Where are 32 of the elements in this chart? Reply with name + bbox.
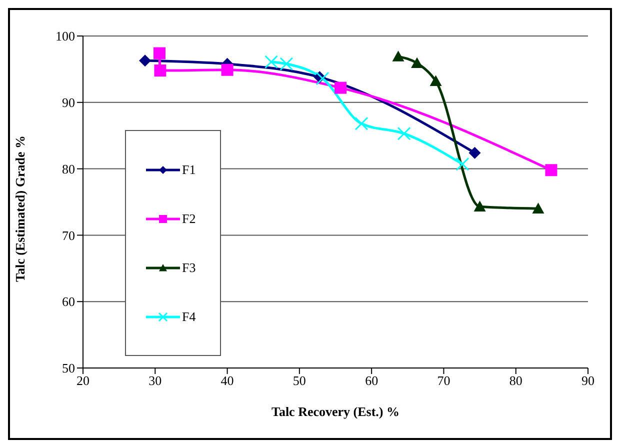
point <box>545 164 558 176</box>
y-tick-label: 50 <box>62 360 75 376</box>
y-tick-label: 80 <box>62 161 75 176</box>
x-tick-label: 60 <box>365 373 378 388</box>
x-tick-label: 30 <box>148 373 162 388</box>
point <box>474 200 486 212</box>
point <box>334 82 347 94</box>
y-tick-label: 70 <box>62 228 75 243</box>
point <box>430 75 442 86</box>
legend-label: F1 <box>182 162 196 178</box>
point <box>221 64 234 76</box>
point <box>154 64 166 77</box>
legend-label: F3 <box>182 260 196 276</box>
y-tick-label: 100 <box>56 28 75 44</box>
point <box>468 146 481 159</box>
point <box>411 57 424 68</box>
x-tick-label: 20 <box>76 373 90 388</box>
x-tick-label: 70 <box>437 373 450 388</box>
point <box>139 54 152 67</box>
legend-label: F2 <box>182 210 196 226</box>
x-tick-label: 40 <box>220 373 234 388</box>
x-tick-label: 80 <box>509 373 522 388</box>
point <box>153 47 166 60</box>
x-tick-label: 50 <box>292 373 306 388</box>
y-axis-title: Talc (Estimated) Grade % <box>12 136 28 282</box>
point <box>532 202 544 214</box>
legend-label: F4 <box>182 308 196 324</box>
y-tick-label: 90 <box>62 95 75 110</box>
x-tick-label: 90 <box>582 373 594 388</box>
x-axis-title: Talc Recovery (Est.) % <box>271 404 400 419</box>
y-tick-label: 60 <box>62 294 75 310</box>
point <box>392 50 404 62</box>
